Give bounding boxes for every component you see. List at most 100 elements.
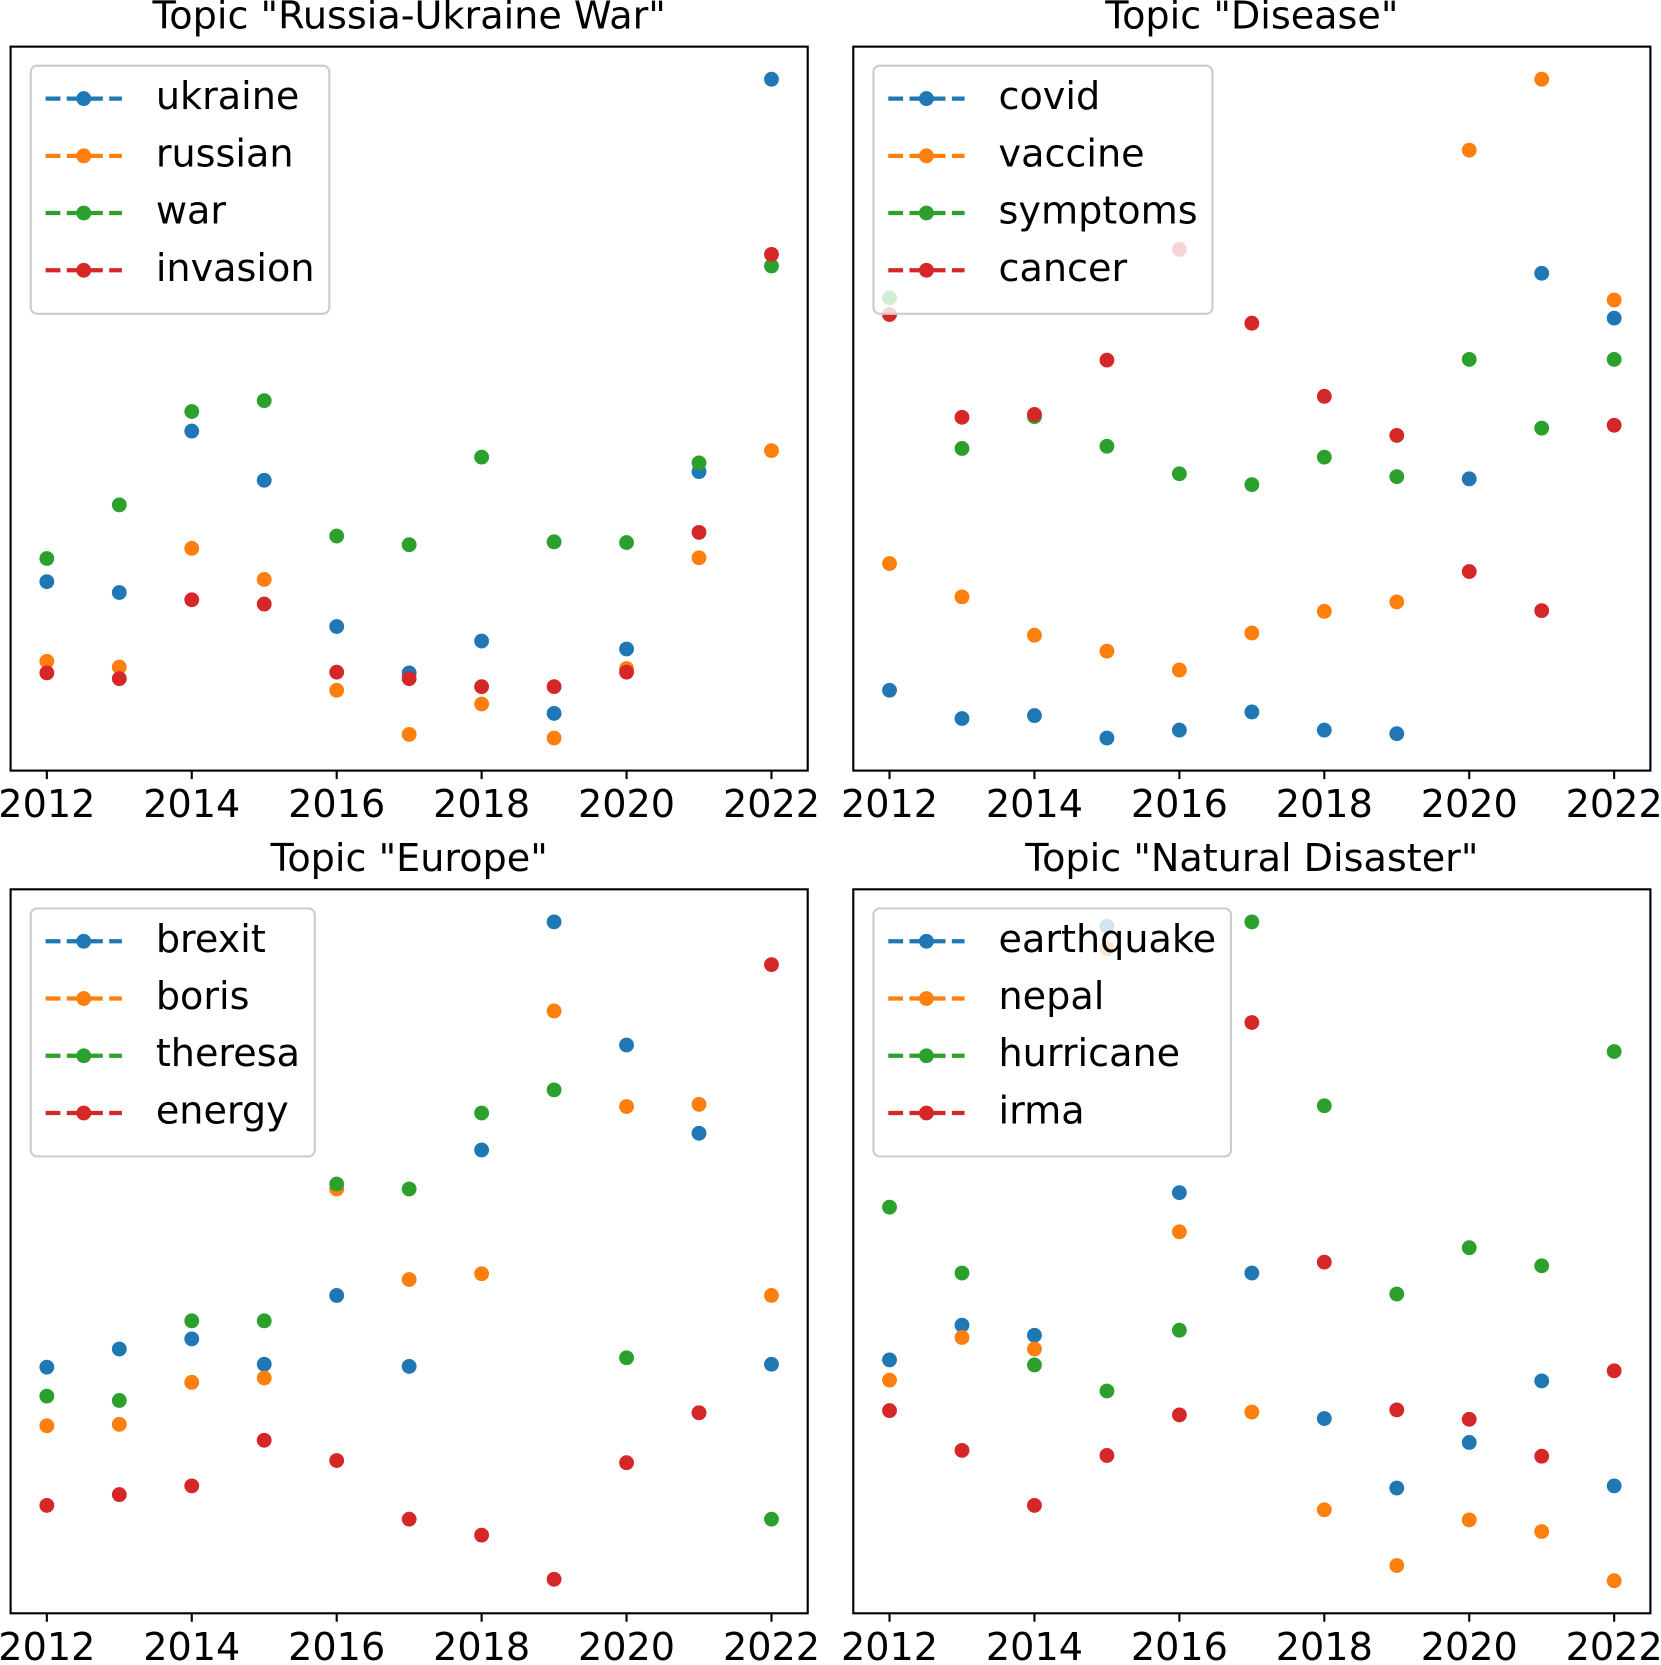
data-point [1389,469,1405,485]
data-point [256,1370,272,1386]
x-tick-label: 2016 [1131,1625,1228,1661]
data-point [691,1125,707,1141]
legend-label: brexit [156,917,266,961]
data-point [882,1352,897,1368]
subplot: Topic "Disease" 2012 2014 2016 2018 2020 2022 c… [841,0,1661,826]
legend-label: energy [156,1088,289,1132]
x-tick-label: 2016 [288,1625,385,1661]
data-point [184,1313,200,1329]
legend-marker [919,148,934,164]
data-point [1389,427,1405,443]
data-point [1244,315,1260,331]
legend-label: covid [999,74,1101,118]
legend-box [29,907,316,1158]
data-point [474,696,490,712]
data-point [1316,1254,1332,1270]
legend-marker [76,933,92,949]
data-point [111,659,127,675]
data-point [1099,1448,1115,1463]
legend-marker [919,262,934,278]
data-point [954,1442,970,1458]
subplot-title: Topic "Europe" [270,836,548,880]
data-point [954,1265,970,1281]
data-point [39,551,55,566]
data-point [1606,292,1622,308]
data-point [882,1199,897,1215]
data-point [1099,438,1115,454]
data-point [546,679,562,695]
legend: earthquake nepal hurricane irma [872,907,1233,1158]
legend-label: hurricane [999,1031,1181,1075]
data-point [1099,643,1115,659]
data-point [546,534,562,550]
data-point [184,540,200,556]
data-point [1461,142,1477,158]
legend-label: boris [156,974,250,1018]
data-point [764,246,779,262]
data-point [691,550,707,566]
data-point [39,1418,55,1434]
data-point [954,711,970,726]
subplot: Topic "Natural Disaster" 2012 2014 2016 2018… [841,836,1661,1665]
data-point [256,596,272,612]
data-point [546,705,562,721]
data-point [546,1003,562,1019]
data-point [1606,351,1622,367]
data-point [1099,352,1115,368]
data-point [1606,310,1622,326]
data-point [111,671,127,687]
data-point [1606,1573,1622,1589]
data-point [184,1331,200,1347]
x-tick-label: 2016 [288,782,385,826]
data-point [1389,594,1405,610]
data-point [1171,1322,1187,1338]
data-point [329,1176,345,1192]
legend-label: russian [156,131,294,175]
data-point [691,455,707,471]
data-point [1316,1411,1332,1426]
data-point [1606,417,1622,433]
data-point [1244,1015,1260,1030]
legend-marker [76,991,92,1006]
data-point [691,1096,707,1112]
data-point [1534,1524,1550,1539]
data-point [1461,1512,1477,1528]
data-point [474,633,490,649]
data-point [474,1105,490,1121]
legend-marker [919,1048,934,1064]
legend-marker [76,262,92,278]
data-point [1534,1448,1550,1464]
data-point [954,409,970,425]
data-point [1534,71,1550,87]
data-point [111,1487,127,1502]
data-point [1461,1411,1477,1427]
data-point [1171,1224,1187,1240]
data-point [1244,625,1260,641]
data-point [619,1350,634,1366]
data-point [1534,603,1550,619]
data-point [1316,722,1332,738]
data-point [764,1511,779,1527]
data-point [1244,704,1260,720]
data-point [1027,1341,1042,1357]
data-point [1461,1435,1477,1450]
data-point [1171,466,1187,482]
legend: covid vaccine symptoms cancer [872,64,1214,315]
legend-label: irma [999,1088,1085,1132]
data-point [1099,730,1115,746]
data-point [619,1099,634,1114]
x-tick-label: 2020 [1421,1625,1518,1661]
data-point [1027,406,1042,422]
data-point [1606,1363,1622,1379]
data-point [764,957,779,973]
legend-label: war [156,189,227,233]
data-point [256,472,272,488]
data-point [329,664,345,680]
data-point [1389,1558,1405,1573]
legend-label: nepal [999,974,1105,1018]
data-point [39,1359,55,1375]
data-point [1244,1265,1260,1281]
subplot-title: Topic "Russia-Ukraine War" [151,0,665,38]
data-point [764,1288,779,1303]
